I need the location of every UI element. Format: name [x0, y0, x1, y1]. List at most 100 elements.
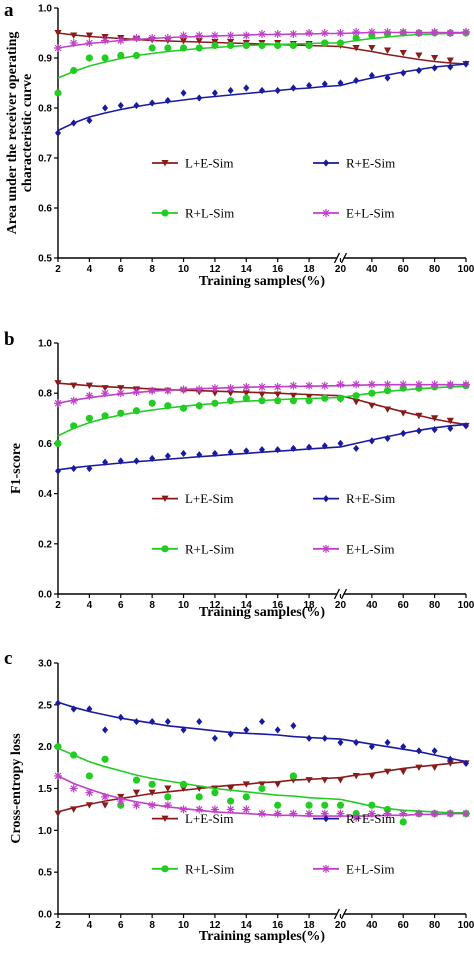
data-point [305, 41, 313, 50]
data-point [211, 449, 218, 458]
data-point [164, 785, 172, 792]
legend-label: R+L-Sim [185, 541, 234, 556]
legend-item: E+L-Sim [313, 861, 395, 876]
data-point [320, 381, 329, 390]
x-tick-label: 40 [366, 600, 378, 611]
legend-label: R+E-Sim [346, 156, 395, 171]
data-point [430, 380, 439, 389]
data-point [336, 801, 345, 809]
data-point [352, 45, 360, 52]
data-point [415, 764, 423, 771]
x-tick-label: 16 [272, 264, 284, 275]
data-point [259, 446, 265, 454]
data-point [227, 785, 235, 792]
y-tick-label: 2.0 [38, 742, 52, 753]
x-tick-label: 20 [335, 600, 347, 611]
data-point [273, 382, 282, 391]
x-tick-label: 6 [118, 920, 124, 931]
data-point [70, 119, 77, 127]
data-point [259, 717, 265, 726]
legend-marker [322, 544, 330, 553]
y-axis-title: Cross-entropy loss [9, 733, 24, 844]
data-point [227, 41, 235, 50]
data-point [70, 66, 78, 75]
y-tick-label: 0.9 [38, 54, 52, 65]
data-point [243, 726, 250, 734]
fit-curve [57, 747, 466, 814]
data-point [242, 781, 250, 788]
x-tick-label: 2 [55, 920, 61, 931]
data-point [164, 793, 172, 801]
data-point [306, 81, 313, 90]
data-point [446, 809, 455, 818]
data-point [211, 390, 219, 397]
data-point [353, 738, 360, 747]
data-point [258, 809, 266, 818]
data-point [242, 41, 250, 50]
data-point [305, 809, 314, 818]
data-point [85, 391, 94, 400]
data-point [336, 777, 345, 784]
data-point [148, 780, 156, 788]
data-point [447, 63, 454, 71]
data-point [321, 39, 329, 47]
data-point [179, 31, 188, 40]
data-point [180, 449, 187, 458]
data-point [431, 55, 439, 62]
data-point [242, 394, 250, 402]
data-point [132, 776, 141, 784]
x-tick-label: 4 [87, 920, 93, 931]
data-point [321, 442, 328, 450]
legend-marker [161, 495, 169, 503]
data-point [274, 391, 282, 398]
data-point [274, 41, 282, 50]
series-r-e-sim [55, 60, 469, 137]
data-point [179, 38, 188, 45]
data-point [321, 777, 329, 784]
data-point [305, 29, 314, 37]
data-point [211, 41, 219, 50]
data-point [400, 69, 407, 77]
legend-marker [323, 815, 329, 823]
data-point [85, 32, 93, 39]
data-point [305, 381, 314, 390]
x-tick-label: 6 [118, 264, 124, 275]
data-point [85, 772, 93, 780]
data-point [86, 116, 93, 125]
legend-marker [161, 545, 169, 553]
data-point [463, 422, 469, 430]
y-tick-label: 0.6 [38, 204, 52, 215]
fit-curve [57, 701, 467, 763]
legend: L+E-Sim R+E-Sim R+L-Sim E+L-Sim [152, 156, 395, 221]
data-point [415, 52, 423, 59]
data-point [210, 384, 219, 393]
data-point [367, 380, 376, 389]
data-point [164, 402, 172, 410]
data-point [179, 385, 188, 394]
x-tick-label: 20 [335, 920, 347, 931]
data-point [414, 809, 423, 818]
legend-marker [322, 864, 330, 873]
data-point [85, 802, 93, 809]
data-point [414, 380, 423, 389]
x-tick-label: 6 [118, 600, 124, 611]
data-point [54, 89, 62, 97]
data-point [446, 760, 454, 767]
data-point [195, 805, 204, 814]
data-point [446, 417, 454, 425]
x-tick-label: 100 [458, 264, 474, 275]
data-point [179, 805, 188, 814]
data-point [180, 89, 187, 97]
y-tick-label: 0.4 [38, 489, 52, 500]
data-point [211, 734, 218, 742]
legend-item: R+E-Sim [313, 811, 395, 826]
data-point [148, 44, 156, 52]
data-point [196, 451, 203, 459]
data-point [305, 397, 313, 405]
data-point [70, 382, 78, 390]
data-point [70, 806, 78, 813]
data-point [227, 448, 234, 456]
x-tick-label: 40 [366, 920, 378, 931]
data-point [367, 809, 376, 818]
data-point [132, 34, 141, 42]
